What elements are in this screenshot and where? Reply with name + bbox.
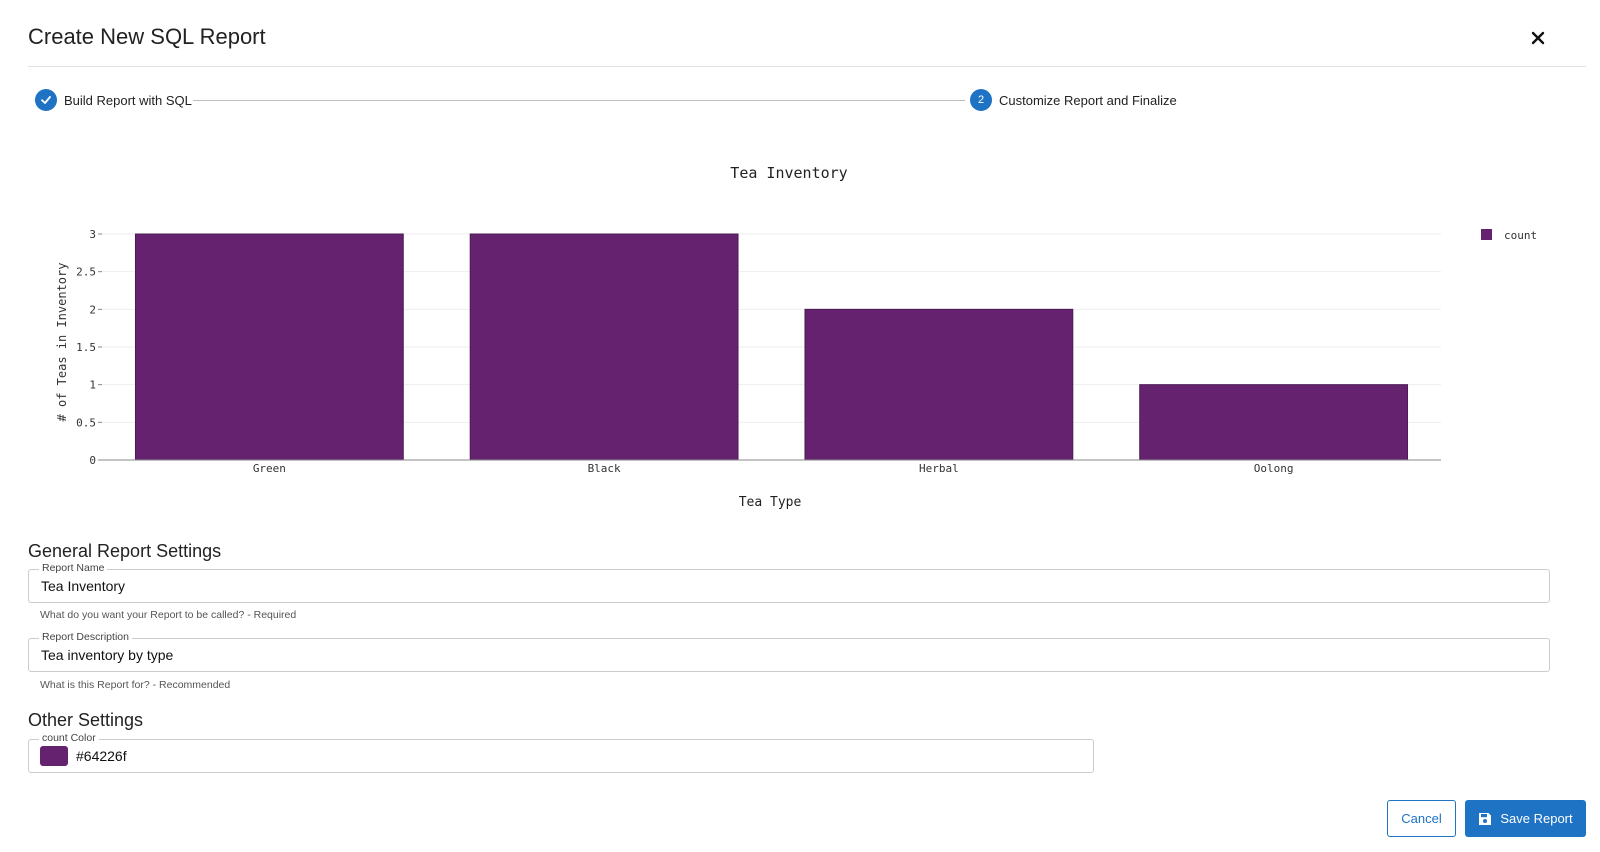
stepper-connector	[193, 100, 965, 101]
legend-swatch	[1481, 229, 1492, 240]
save-report-label: Save Report	[1500, 811, 1573, 826]
header-divider	[28, 66, 1586, 67]
y-axis-label: # of Teas in Inventory	[55, 263, 69, 422]
legend-label: count	[1504, 229, 1537, 242]
step-build-report[interactable]: Build Report with SQL	[35, 89, 192, 111]
save-icon	[1479, 812, 1492, 825]
y-tick-label: 2	[89, 303, 96, 316]
report-name-field[interactable]: Report Name Tea Inventory	[28, 562, 1550, 603]
bar-herbal[interactable]	[804, 308, 1074, 461]
bar-chart: Tea Inventory 0 0.5 1 1.5 2 2.5 3 Green Black He…	[55, 164, 1537, 510]
y-axis-ticks: 0 0.5 1 1.5 2 2.5 3	[76, 228, 102, 467]
count-color-field[interactable]: count Color #64226f	[28, 732, 1094, 773]
chart-bars	[134, 233, 1409, 461]
other-settings-heading: Other Settings	[28, 710, 144, 730]
save-report-button[interactable]: Save Report	[1465, 800, 1586, 837]
x-tick-label: Oolong	[1254, 462, 1294, 475]
y-tick-label: 0	[89, 454, 96, 467]
x-tick-label: Black	[588, 462, 621, 475]
bar-oolong[interactable]	[1139, 384, 1409, 461]
y-tick-label: 0.5	[76, 416, 96, 429]
report-description-field[interactable]: Report Description Tea inventory by type	[28, 631, 1550, 672]
close-icon[interactable]	[1528, 28, 1548, 48]
y-tick-label: 1	[89, 379, 96, 392]
report-name-label: Report Name	[39, 562, 108, 574]
x-tick-label: Herbal	[919, 462, 959, 475]
x-tick-label: Green	[253, 462, 286, 475]
chart-legend[interactable]: count	[1481, 229, 1537, 242]
check-icon	[35, 89, 57, 111]
dialog-title: Create New SQL Report	[28, 24, 266, 49]
y-tick-label: 2.5	[76, 266, 96, 279]
x-axis-label: Tea Type	[739, 495, 802, 510]
step-customize-report[interactable]: 2 Customize Report and Finalize	[970, 89, 1177, 111]
report-description-helper: What is this Report for? - Recommended	[40, 679, 231, 691]
step-label: Build Report with SQL	[64, 92, 192, 108]
count-color-input[interactable]: #64226f	[76, 748, 127, 764]
step-number: 2	[970, 89, 992, 111]
y-tick-label: 1.5	[76, 341, 96, 354]
bar-green[interactable]	[134, 233, 404, 461]
cancel-button[interactable]: Cancel	[1387, 800, 1456, 837]
x-axis-ticks: Green Black Herbal Oolong	[253, 462, 1294, 475]
bar-black[interactable]	[469, 233, 739, 461]
y-tick-label: 3	[89, 228, 96, 241]
report-description-label: Report Description	[39, 631, 132, 643]
color-swatch[interactable]	[40, 746, 68, 766]
count-color-label: count Color	[39, 732, 99, 744]
report-name-input[interactable]: Tea Inventory	[41, 578, 126, 594]
report-name-helper: What do you want your Report to be calle…	[40, 609, 297, 621]
report-description-input[interactable]: Tea inventory by type	[41, 647, 174, 663]
step-label: Customize Report and Finalize	[999, 92, 1177, 108]
general-settings-heading: General Report Settings	[28, 541, 222, 561]
chart-title: Tea Inventory	[730, 164, 847, 182]
